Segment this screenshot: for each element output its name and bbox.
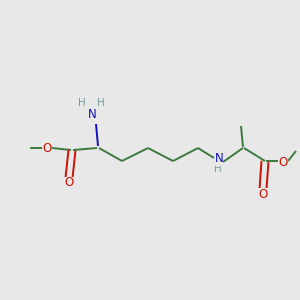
Text: O: O — [64, 176, 74, 190]
Text: N: N — [88, 107, 96, 121]
Text: O: O — [258, 188, 268, 200]
Text: N: N — [214, 152, 224, 166]
Text: O: O — [278, 155, 288, 169]
Text: H: H — [214, 164, 222, 174]
Text: O: O — [42, 142, 52, 155]
Text: H: H — [78, 98, 86, 108]
Text: H: H — [97, 98, 105, 108]
